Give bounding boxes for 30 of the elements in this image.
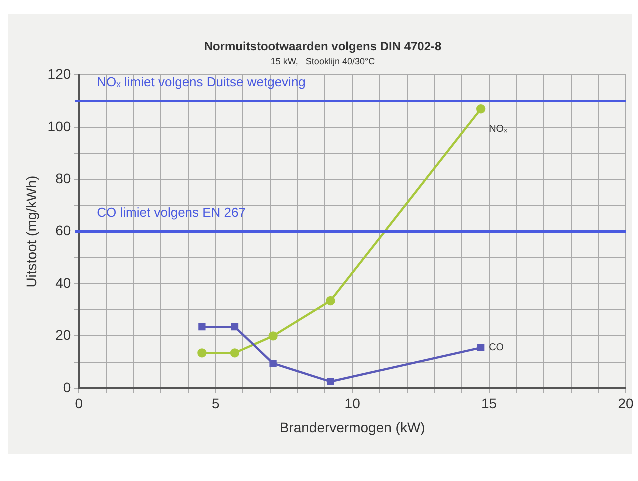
y-tick-label: 0 <box>63 379 72 396</box>
point <box>268 332 278 341</box>
point <box>231 323 239 331</box>
point <box>476 104 486 114</box>
point <box>478 344 485 352</box>
point <box>270 360 277 368</box>
series-label: NOₓ <box>489 124 508 135</box>
ref-line-label: NOₓ limiet volgens Duitse wetgeving <box>97 74 306 90</box>
y-tick-label: 60 <box>56 222 72 239</box>
point <box>326 296 336 306</box>
point <box>198 323 206 331</box>
x-tick-label: 10 <box>344 396 361 412</box>
y-tick-label: 20 <box>56 327 72 344</box>
x-tick-label: 15 <box>482 396 498 412</box>
ref-line-label: CO limiet volgens EN 267 <box>97 204 246 220</box>
point <box>198 348 207 358</box>
y-axis-title: Uitstoot (mg/kWh) <box>23 176 40 288</box>
chart-title: Normuitstootwaarden volgens DIN 4702-8 <box>204 40 442 54</box>
y-tick-label: 100 <box>48 118 72 134</box>
y-tick-label: 80 <box>56 170 72 186</box>
y-tick-label: 120 <box>48 66 72 82</box>
x-axis-title: Brandervermogen (kW) <box>280 419 426 436</box>
x-tick-label: 20 <box>618 396 634 412</box>
y-tick-label: 40 <box>56 274 72 291</box>
point <box>327 378 334 386</box>
point <box>230 348 240 358</box>
x-tick-label: 0 <box>75 396 84 412</box>
chart-subtitle: 15 kW, Stooklijn 40/30°C <box>270 56 376 66</box>
x-tick-label: 5 <box>212 396 220 412</box>
series-label: CO <box>489 342 504 354</box>
